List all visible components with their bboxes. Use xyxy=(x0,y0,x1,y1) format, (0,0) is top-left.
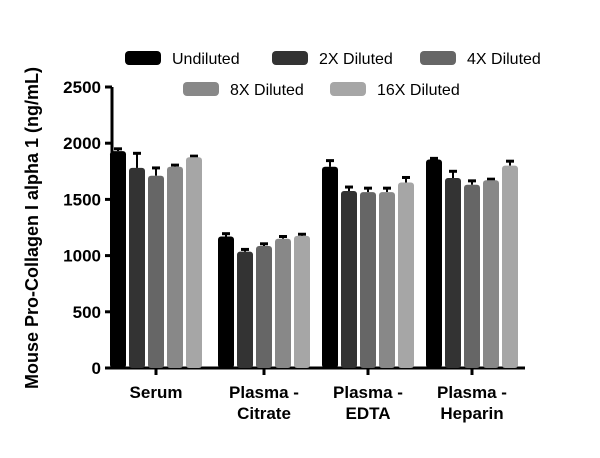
x-tick-label: Citrate xyxy=(237,404,291,423)
y-axis-label: Mouse Pro-Collagen I alpha 1 (ng/mL) xyxy=(22,67,42,389)
bar xyxy=(148,175,164,368)
bar xyxy=(445,178,461,368)
legend-swatch xyxy=(183,82,219,96)
x-tick-label: Plasma - xyxy=(333,383,403,402)
y-tick-label: 2500 xyxy=(63,78,101,97)
bar xyxy=(483,180,499,368)
bar xyxy=(129,167,145,368)
legend-swatch xyxy=(330,82,366,96)
legend-swatch xyxy=(125,51,161,65)
legend-label: 2X Diluted xyxy=(319,51,393,68)
y-tick-label: 500 xyxy=(73,303,101,322)
y-tick-label: 1000 xyxy=(63,247,101,266)
x-tick-label: Serum xyxy=(130,383,183,402)
legend-label: 8X Diluted xyxy=(230,82,304,99)
bar xyxy=(167,166,183,368)
x-tick-label: Plasma - xyxy=(437,383,507,402)
bar xyxy=(256,246,272,368)
bar xyxy=(110,151,126,368)
bar xyxy=(426,159,442,368)
x-tick-label: Heparin xyxy=(440,404,503,423)
bar xyxy=(275,238,291,368)
legend-label: 4X Diluted xyxy=(467,51,541,68)
y-tick-label: 1500 xyxy=(63,190,101,209)
x-tick-label: Plasma - xyxy=(229,383,299,402)
legend-swatch xyxy=(272,51,308,65)
x-tick-label: EDTA xyxy=(345,404,390,423)
y-tick-label: 0 xyxy=(92,359,101,378)
legend-label: 16X Diluted xyxy=(377,82,460,99)
bar xyxy=(502,165,518,368)
bar xyxy=(237,251,253,368)
bar xyxy=(322,166,338,368)
bar xyxy=(341,190,357,368)
y-tick-label: 2000 xyxy=(63,134,101,153)
legend-swatch xyxy=(420,51,456,65)
bar xyxy=(379,192,395,368)
bar xyxy=(360,192,376,368)
legend-label: Undiluted xyxy=(172,51,240,68)
bar xyxy=(464,184,480,368)
bar xyxy=(218,236,234,368)
bar xyxy=(186,157,202,368)
bar xyxy=(294,235,310,368)
bar xyxy=(398,182,414,368)
